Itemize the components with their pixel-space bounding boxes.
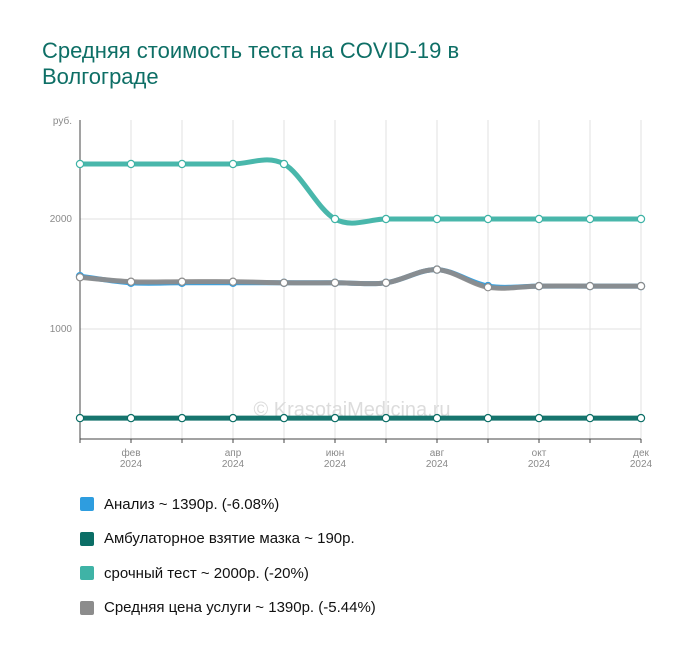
x-tick-label-year: 2024: [324, 459, 347, 470]
x-tick-label-month: июн: [326, 448, 345, 459]
data-point: [534, 214, 544, 224]
y-tick-label: 1000: [50, 324, 73, 335]
data-point: [177, 159, 187, 169]
x-tick-label-year: 2024: [528, 459, 551, 470]
data-point: [432, 413, 442, 423]
data-point: [330, 278, 340, 287]
data-point: [126, 277, 136, 286]
data-point: [636, 413, 646, 423]
x-tick-label-year: 2024: [630, 459, 653, 470]
data-point: [585, 413, 595, 423]
data-point: [279, 278, 289, 287]
data-point: [381, 278, 391, 287]
data-point: [279, 413, 289, 423]
y-axis-ticks: 1000 2000: [50, 214, 73, 335]
data-point: [585, 281, 595, 291]
x-tick-label-year: 2024: [222, 459, 245, 470]
x-tick-label-month: авг: [430, 448, 445, 459]
data-point: [585, 214, 595, 224]
data-point: [381, 413, 391, 423]
data-point: [534, 281, 544, 291]
legend: Анализ ~ 1390р. (-6.08%) Амбулаторное вз…: [80, 487, 680, 625]
x-tick-label-month: окт: [532, 448, 547, 459]
data-point: [636, 281, 646, 291]
series-line: [77, 157, 644, 226]
data-point: [483, 214, 493, 224]
x-tick-label-year: 2024: [426, 459, 449, 470]
chart-title: Средняя стоимость теста на COVID-19 в Во…: [42, 38, 460, 89]
legend-label: Анализ ~ 1390р. (-6.08%): [104, 495, 280, 513]
x-axis-ticks: фев2024апр2024июн2024авг2024окт2024дек20…: [79, 439, 653, 470]
x-tick-label-year: 2024: [120, 459, 143, 470]
y-axis-unit-label: руб.: [53, 115, 72, 127]
y-tick-label: 2000: [50, 214, 73, 225]
data-point: [483, 283, 493, 292]
legend-label: срочный тест ~ 2000р. (-20%): [104, 564, 309, 582]
data-point: [177, 413, 187, 423]
data-point: [126, 413, 136, 423]
data-point: [381, 214, 391, 224]
legend-item-swab[interactable]: Амбулаторное взятие мазка ~ 190р.: [80, 522, 680, 557]
legend-label: Средняя цена услуги ~ 1390р. (-5.44%): [104, 599, 376, 617]
data-point: [228, 413, 238, 423]
x-tick-label-month: дек: [633, 448, 649, 459]
legend-swatch-average-price: [80, 600, 94, 615]
data-point: [279, 159, 289, 169]
data-point: [177, 277, 187, 286]
data-point: [330, 214, 340, 224]
legend-item-urgent-test[interactable]: срочный тест ~ 2000р. (-20%): [80, 556, 680, 591]
data-point: [432, 214, 442, 224]
data-point: [75, 413, 85, 423]
legend-swatch-urgent-test: [80, 566, 94, 581]
x-tick-label-month: апр: [225, 448, 242, 459]
data-point: [126, 159, 136, 169]
data-point: [330, 413, 340, 423]
series-line: [77, 267, 644, 291]
data-point: [228, 159, 238, 169]
data-point: [636, 214, 646, 224]
data-point: [534, 413, 544, 423]
data-point: [75, 159, 85, 169]
legend-item-analysis[interactable]: Анализ ~ 1390р. (-6.08%): [80, 487, 680, 522]
legend-item-average-price[interactable]: Средняя цена услуги ~ 1390р. (-5.44%): [80, 591, 680, 626]
legend-swatch-swab: [80, 531, 94, 546]
legend-label: Амбулаторное взятие мазка ~ 190р.: [104, 530, 355, 548]
data-point: [483, 413, 493, 423]
data-point: [432, 265, 442, 274]
watermark: © KrasotaiMedicina.ru: [253, 399, 450, 421]
legend-swatch-analysis: [80, 497, 94, 512]
series: [75, 157, 646, 423]
data-point: [228, 277, 238, 286]
x-tick-label-month: фев: [121, 447, 140, 459]
data-point: [75, 273, 85, 282]
